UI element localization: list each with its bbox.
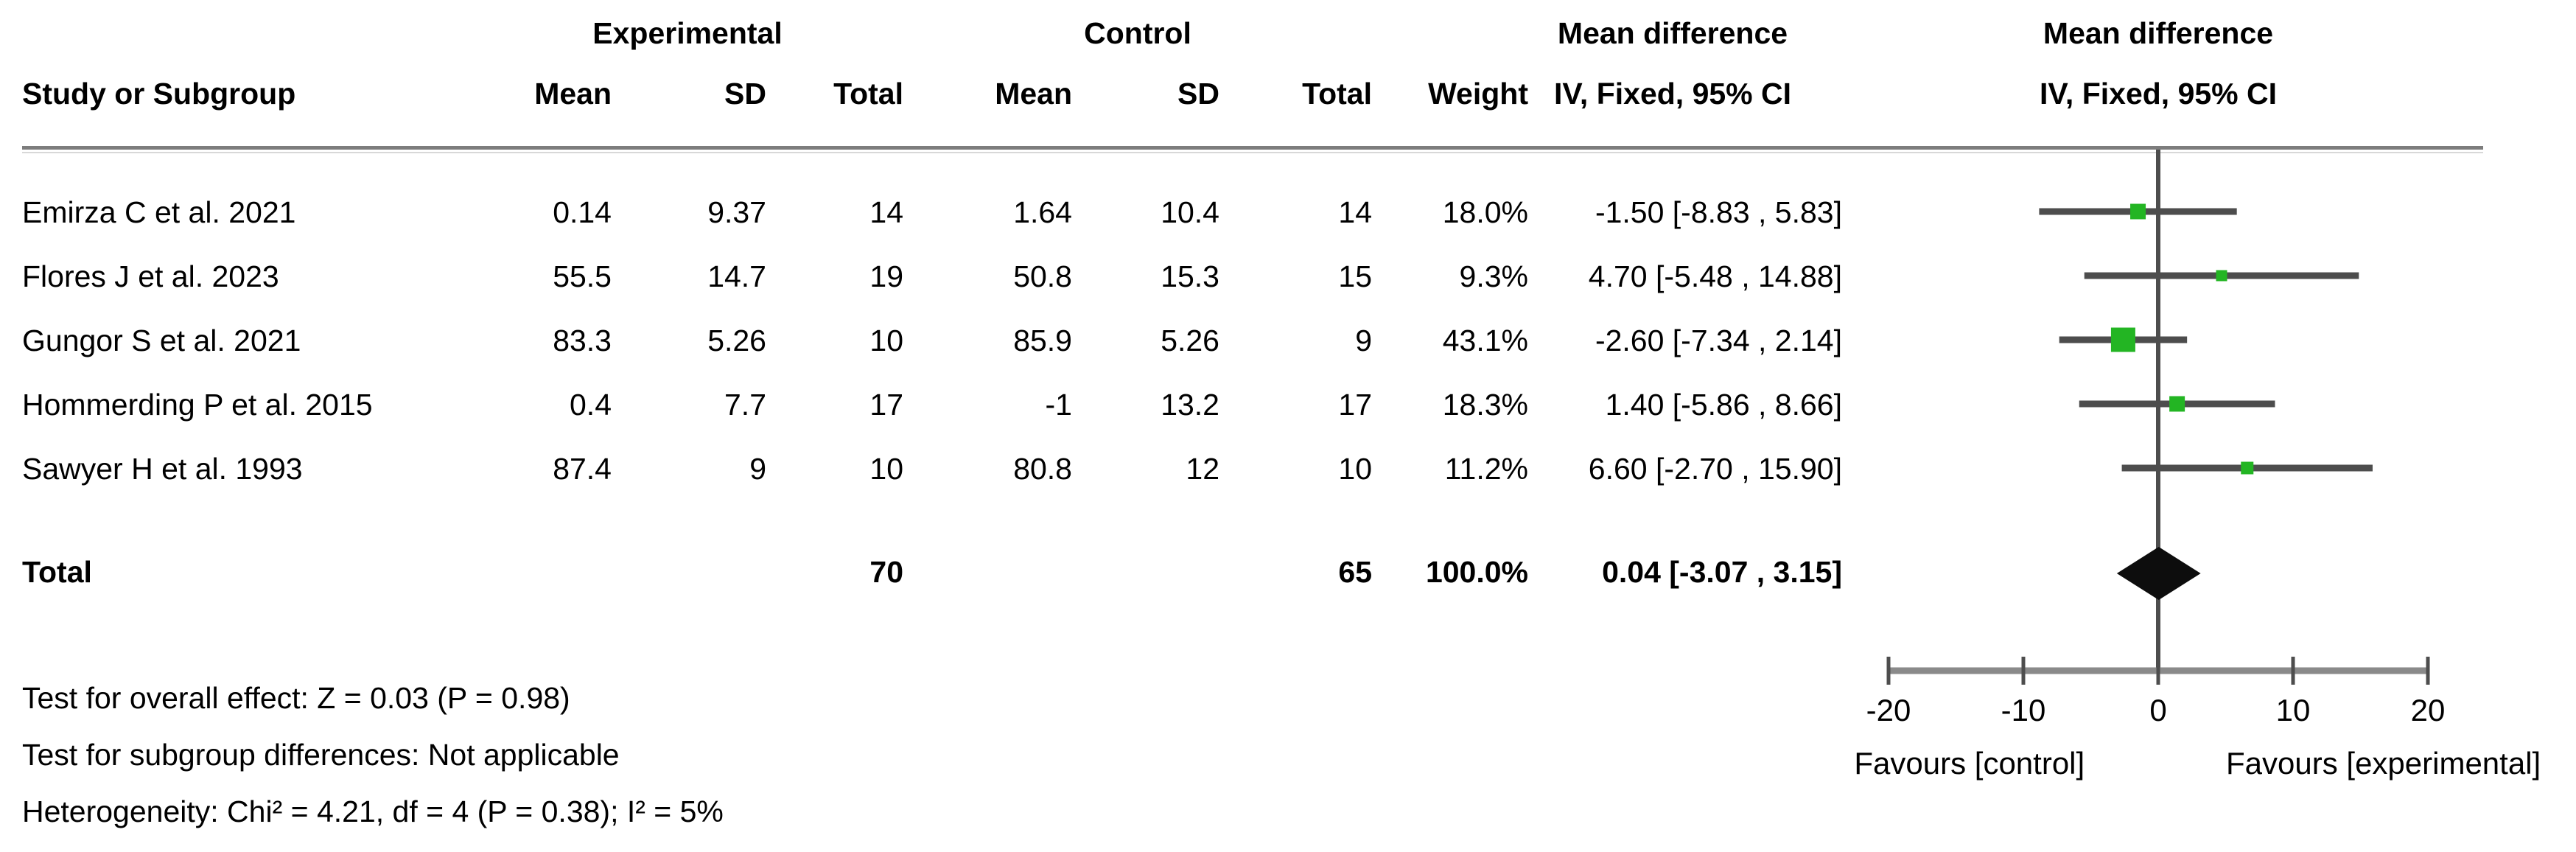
weight-value: 18.0% [1442,195,1528,229]
exp-total-value: 19 [869,259,903,293]
effect-square [2169,396,2185,412]
ci-text-column-header: IV, Fixed, 95% CI [1553,77,1792,111]
exp-total-value: 14 [869,195,903,229]
study-column-header: Study or Subgroup [22,77,296,111]
effect-square [2110,327,2135,352]
exp-sd-value: 9.37 [707,195,766,229]
ctrl-total-value: 14 [1338,195,1372,229]
weight-value: 18.3% [1442,388,1528,422]
exp-sd-value: 14.7 [707,259,766,293]
exp-total-value: 10 [869,324,903,357]
table-row: Gungor S et al. 2021 83.3 5.26 10 85.9 5… [0,321,1916,360]
md-ci-value: 4.70 [-5.48 , 14.88] [1588,259,1842,293]
ctrl-sd-value: 12 [1186,452,1219,486]
ctrl-total-sum: 65 [1338,555,1372,589]
exp-mean-column-header: Mean [534,77,612,111]
study-label: Flores J et al. 2023 [22,259,279,293]
weight-value: 43.1% [1442,324,1528,357]
mean-difference-plot-header: Mean difference [2043,16,2274,50]
exp-mean-value: 0.4 [570,388,612,422]
ctrl-total-value: 9 [1355,324,1372,357]
weight-column-header: Weight [1428,77,1528,111]
table-row: Sawyer H et al. 1993 87.4 9 10 80.8 12 1… [0,449,1916,489]
ctrl-sd-value: 15.3 [1161,259,1219,293]
ctrl-total-column-header: Total [1302,77,1372,111]
header-rule [22,146,2483,150]
favours-control-label: Favours [control] [1854,746,2085,781]
md-ci-total: 0.04 [-3.07 , 3.15] [1602,555,1842,589]
ctrl-mean-value: 80.8 [1013,452,1072,486]
exp-sd-column-header: SD [724,77,766,111]
study-label: Emirza C et al. 2021 [22,195,296,229]
ctrl-total-value: 10 [1338,452,1372,486]
exp-total-sum: 70 [869,555,903,589]
study-label: Sawyer H et al. 1993 [22,452,303,486]
exp-total-value: 17 [869,388,903,422]
weight-value: 9.3% [1459,259,1528,293]
table-row: Flores J et al. 2023 55.5 14.7 19 50.8 1… [0,256,1916,296]
ctrl-mean-value: 1.64 [1013,195,1072,229]
ctrl-mean-column-header: Mean [995,77,1072,111]
total-diamond [2116,547,2201,600]
exp-sd-value: 5.26 [707,324,766,357]
header-rule-shadow [22,152,2483,153]
exp-sd-value: 7.7 [724,388,766,422]
ci-plot-column-header: IV, Fixed, 95% CI [2039,77,2278,111]
axis-tick-label: 10 [2276,693,2311,727]
effect-square [2130,203,2146,220]
ctrl-total-value: 15 [1338,259,1372,293]
md-ci-value: 6.60 [-2.70 , 15.90] [1588,452,1842,486]
axis-tick-label: -20 [1866,693,1911,727]
study-label: Gungor S et al. 2021 [22,324,301,357]
control-group-header: Control [1084,16,1191,50]
exp-mean-value: 83.3 [553,324,612,357]
subgroup-differences-text: Test for subgroup differences: Not appli… [22,738,620,772]
mean-difference-text-header: Mean difference [1557,16,1788,50]
weight-total: 100.0% [1425,555,1528,589]
axis-tick-label: -10 [2001,693,2046,727]
table-row: Emirza C et al. 2021 0.14 9.37 14 1.64 1… [0,192,1916,232]
exp-total-column-header: Total [833,77,903,111]
exp-mean-value: 0.14 [553,195,612,229]
ctrl-sd-column-header: SD [1177,77,1219,111]
exp-sd-value: 9 [749,452,766,486]
ctrl-sd-value: 5.26 [1161,324,1219,357]
favours-experimental-label: Favours [experimental] [2226,746,2541,781]
axis-tick-label: 0 [2149,693,2166,727]
ctrl-mean-value: 50.8 [1013,259,1072,293]
heterogeneity-text: Heterogeneity: Chi² = 4.21, df = 4 (P = … [22,795,724,828]
forest-plot-svg: -20 -10 0 10 20 Favours [control] Favours [exp… [1854,150,2541,781]
study-label: Hommerding P et al. 2015 [22,388,373,422]
weight-value: 11.2% [1444,452,1528,486]
exp-mean-value: 55.5 [553,259,612,293]
column-header-row: Study or Subgroup Mean SD Total Mean SD … [0,74,2277,114]
total-label: Total [22,555,92,589]
axis-tick-label: 20 [2411,693,2446,727]
exp-mean-value: 87.4 [553,452,612,486]
table-row: Hommerding P et al. 2015 0.4 7.7 17 -1 1… [0,385,1916,425]
overall-effect-test-text: Test for overall effect: Z = 0.03 (P = 0… [22,681,570,715]
md-ci-value: -1.50 [-8.83 , 5.83] [1595,195,1842,229]
ctrl-mean-value: -1 [1045,388,1072,422]
md-ci-value: 1.40 [-5.86 , 8.66] [1605,388,1842,422]
total-row: Total 70 65 100.0% 0.04 [-3.07 , 3.15] [0,552,1916,592]
effect-square [2241,461,2254,475]
ctrl-total-value: 17 [1338,388,1372,422]
exp-total-value: 10 [869,452,903,486]
ctrl-sd-value: 13.2 [1161,388,1219,422]
ctrl-mean-value: 85.9 [1013,324,1072,357]
experimental-group-header: Experimental [592,16,783,50]
group-header-row: Experimental Control Mean difference Mea… [0,13,2273,53]
effect-square [2216,270,2227,282]
md-ci-value: -2.60 [-7.34 , 2.14] [1595,324,1842,357]
ctrl-sd-value: 10.4 [1161,195,1219,229]
